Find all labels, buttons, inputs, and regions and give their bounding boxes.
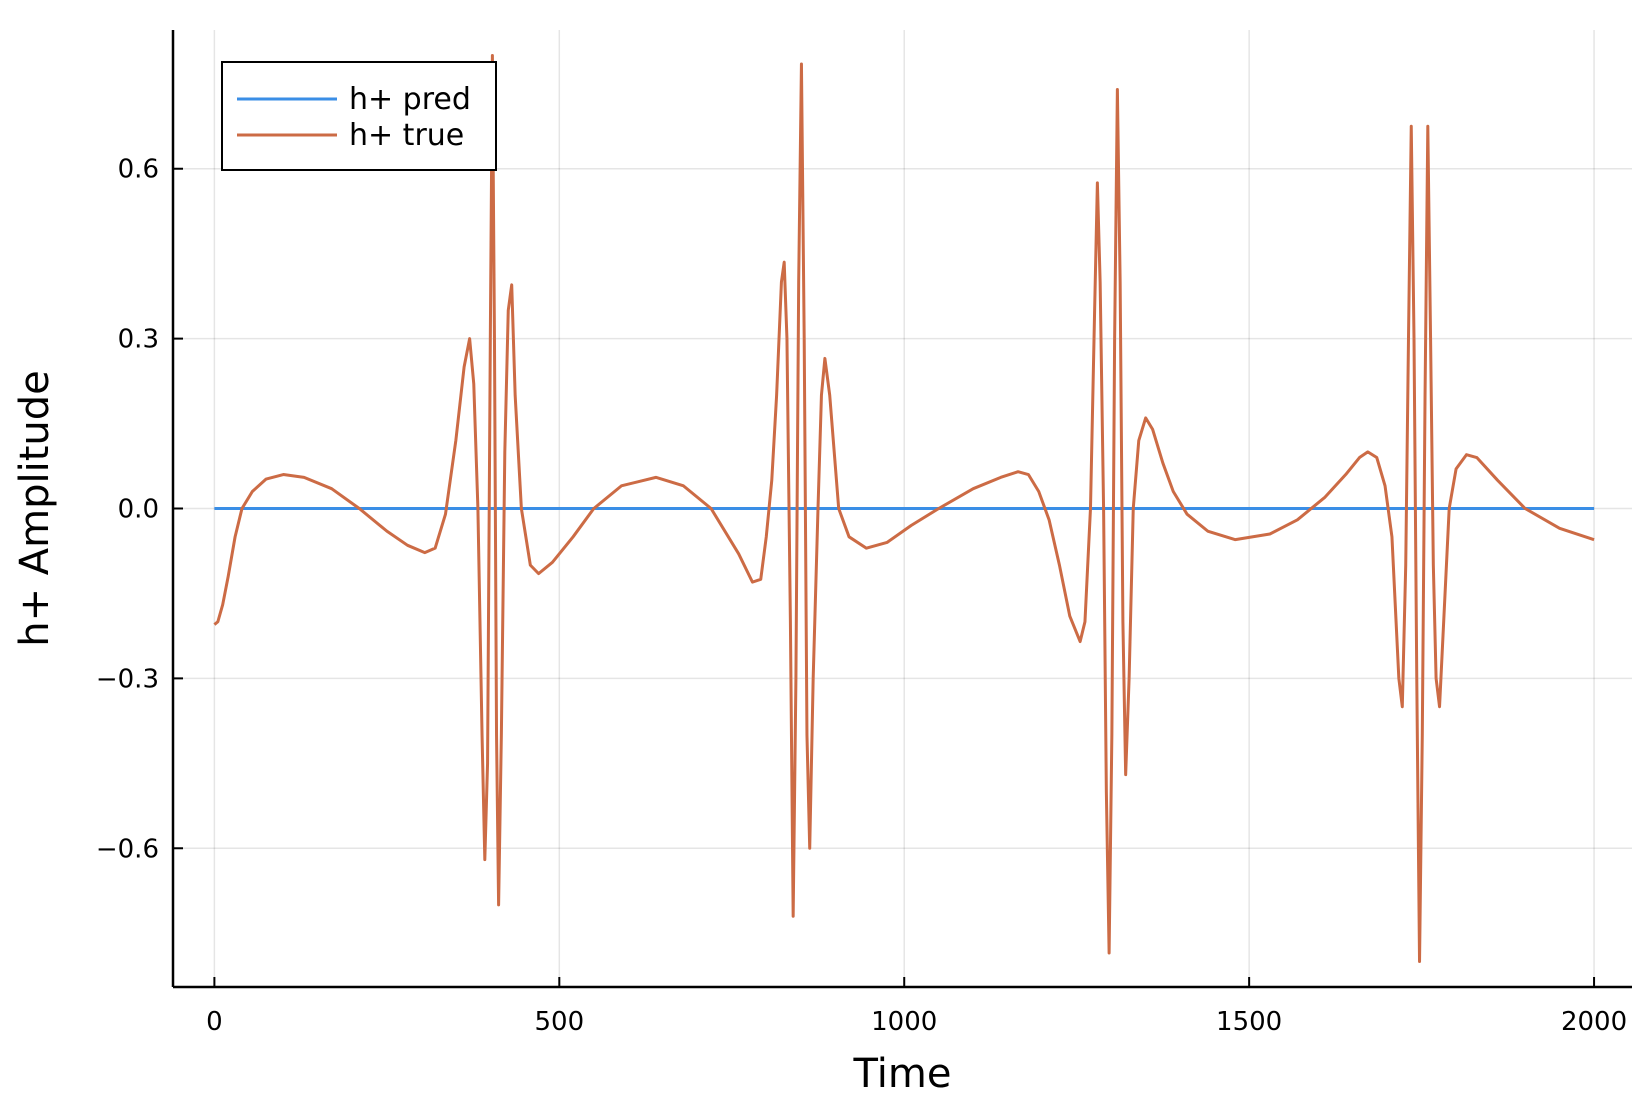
legend-label-h-pred: h+ pred <box>349 82 471 117</box>
legend: h+ pred h+ true <box>221 61 497 171</box>
y-axis-label: h+ Amplitude <box>12 370 58 647</box>
y-tick-label: 0.0 <box>118 495 159 525</box>
x-tick-label: 500 <box>534 1007 584 1037</box>
y-tick-label: −0.3 <box>96 664 159 694</box>
tick-labels: 0 500 1000 1500 2000 −0.6 −0.3 0.0 0.3 0.6 <box>96 155 1627 1037</box>
x-axis-label: Time <box>853 1051 952 1097</box>
x-tick-label: 0 <box>206 1007 223 1037</box>
series-layer <box>213 53 1595 964</box>
legend-label-h-true: h+ true <box>349 118 464 153</box>
y-tick-label: 0.3 <box>118 325 159 355</box>
series-line-h-true <box>213 53 1595 964</box>
axes <box>171 30 1632 989</box>
x-tick-label: 1500 <box>1216 1007 1282 1037</box>
x-tick-label: 2000 <box>1561 1007 1627 1037</box>
y-tick-label: −0.6 <box>96 834 159 864</box>
legend-box <box>221 61 497 171</box>
y-tick-label: 0.6 <box>118 155 159 185</box>
x-tick-label: 1000 <box>871 1007 937 1037</box>
